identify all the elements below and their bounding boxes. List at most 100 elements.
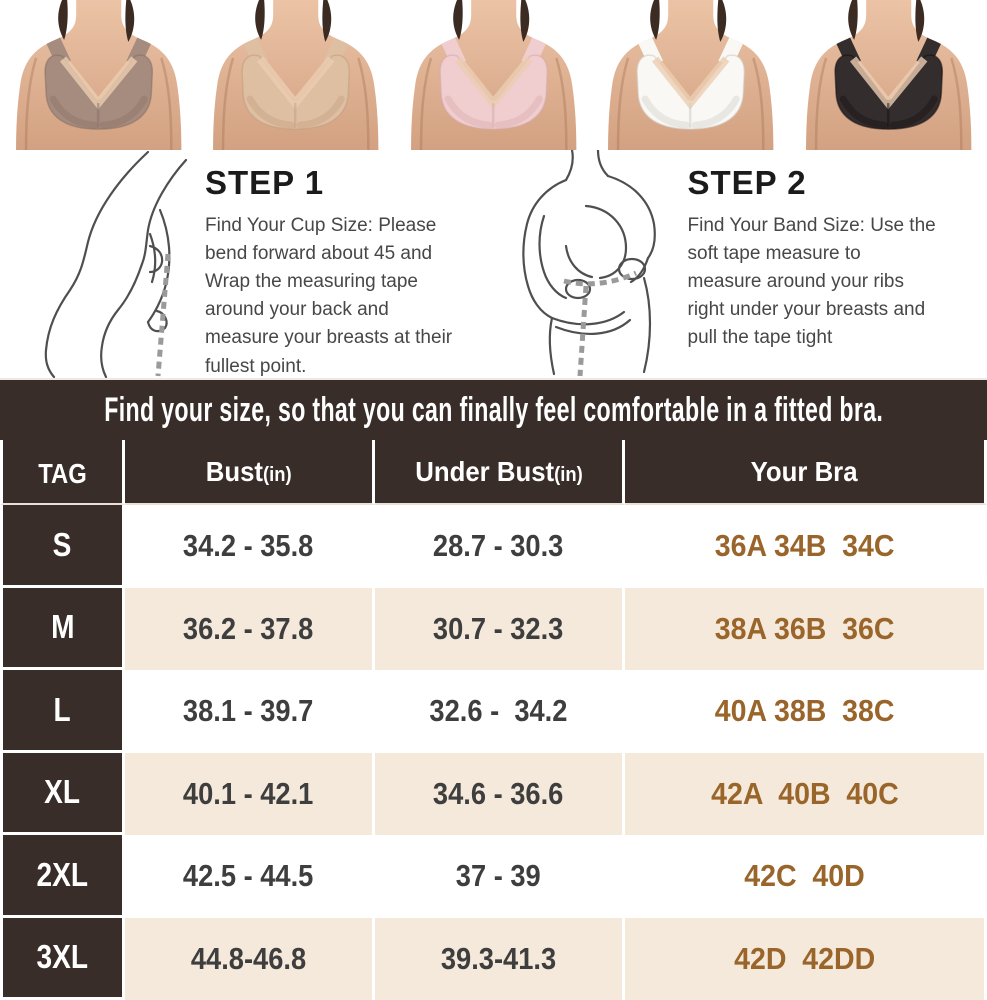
figure-neck-right [596, 150, 609, 178]
bra-model-illustration [805, 0, 971, 150]
cup-shadow-left [641, 95, 690, 129]
tag-cell-m: M [0, 587, 125, 670]
measuring-tape-tail [577, 285, 588, 377]
bust-cell-l: 38.1 - 39.7 [125, 670, 375, 753]
figure-front-line [140, 158, 188, 266]
cup-shadow-left [49, 95, 98, 129]
hair-right [322, 0, 332, 42]
tag-cell-xl: XL [0, 752, 125, 835]
yourbra-cell-l: 40A 38B 38C [625, 670, 987, 753]
arm-contour-right [752, 57, 765, 150]
arm-contour-right [357, 57, 371, 150]
header-tag: TAG [0, 440, 125, 505]
bust-cell-xl: 40.1 - 42.1 [125, 752, 375, 835]
figure-back-line [44, 150, 150, 378]
hair-right [520, 0, 529, 42]
hair-left [650, 0, 660, 40]
cup-shadow-left [247, 95, 296, 129]
arm-contour-right [949, 57, 963, 150]
figure-hand-left [564, 278, 591, 300]
header-under-bust: Under Bust(in) [375, 440, 625, 505]
figure-waist-right [642, 276, 651, 374]
underbust-cell-2xl: 37 - 39 [375, 835, 625, 918]
underbust-cell-3xl: 39.3-41.3 [375, 917, 625, 1000]
figure-forearm-right [629, 256, 649, 284]
figure-neck-left [564, 150, 574, 182]
step-1: STEP 1 Find Your Cup Size: Please bend f… [0, 150, 494, 378]
figure-forearm-top [550, 310, 625, 326]
tag-cell-3xl: 3XL [0, 917, 125, 1000]
product-photo-black [789, 0, 987, 150]
step-1-text: STEP 1 Find Your Cup Size: Please bend f… [205, 150, 457, 378]
hair-left [847, 0, 858, 40]
hair-right [125, 0, 135, 42]
underbust-cell-s: 28.7 - 30.3 [375, 505, 625, 588]
header-your-bra: Your Bra [625, 440, 987, 505]
cup-shadow-left [444, 95, 493, 129]
cup-shadow-left [839, 95, 888, 129]
header-bust: Bust(in) [125, 440, 375, 505]
figure-breast-left [564, 244, 593, 279]
size-banner: Find your size, so that you can finally … [0, 378, 987, 440]
arm-contour-left [222, 57, 235, 150]
figure-belly-line [100, 262, 144, 378]
figure-breast [148, 244, 164, 274]
figure-arm-inner [148, 232, 157, 284]
arm-contour-left [419, 57, 433, 150]
hair-right [915, 0, 924, 42]
tag-cell-2xl: 2XL [0, 835, 125, 918]
size-table: TAG Bust(in) Under Bust(in) Your Bra S 3… [0, 440, 987, 1000]
product-photo-white [592, 0, 790, 150]
bra-model-illustration [410, 0, 577, 150]
arm-contour-right [554, 57, 568, 150]
cup-shadow-right [691, 95, 741, 129]
hair-left [58, 0, 68, 40]
bend-forward-measure-illustration [44, 150, 188, 378]
underbust-measure-illustration [521, 150, 656, 377]
step-2: STEP 2 Find Your Band Size: Use the soft… [494, 150, 987, 378]
step-2-body: Find Your Band Size: Use the soft tape m… [687, 215, 936, 349]
bust-cell-s: 34.2 - 35.8 [125, 505, 375, 588]
step-2-text: STEP 2 Find Your Band Size: Use the soft… [684, 150, 940, 378]
hair-right [717, 0, 727, 42]
underbust-cell-xl: 34.6 - 36.6 [375, 752, 625, 835]
figure-arm-right [606, 174, 656, 260]
underbust-cell-m: 30.7 - 32.3 [375, 587, 625, 670]
figure-arm-left-outer [521, 178, 567, 320]
measuring-tape-band [562, 270, 637, 287]
step-1-title: STEP 1 [205, 164, 325, 201]
bra-model-illustration [16, 0, 182, 150]
yourbra-cell-m: 38A 36B 36C [625, 587, 987, 670]
bra-model-illustration [608, 0, 774, 150]
bust-cell-m: 36.2 - 37.8 [125, 587, 375, 670]
figure-forearm-bottom [554, 318, 631, 335]
tag-cell-s: S [0, 505, 125, 588]
step-1-figure [0, 150, 205, 378]
yourbra-cell-s: 36A 34B 34C [625, 505, 987, 588]
bra-model-illustration [213, 0, 379, 150]
step-2-title: STEP 2 [687, 164, 807, 201]
cup-shadow-right [494, 95, 543, 129]
figure-waist-left [548, 316, 555, 376]
measuring-steps: STEP 1 Find Your Cup Size: Please bend f… [0, 150, 987, 378]
product-photo-mocha [0, 0, 198, 150]
step-2-figure [494, 150, 684, 378]
measuring-tape-vertical [155, 253, 171, 377]
size-banner-text: Find your size, so that you can finally … [104, 390, 883, 429]
product-photo-beige [197, 0, 395, 150]
yourbra-cell-3xl: 42D 42DD [625, 917, 987, 1000]
hair-left [255, 0, 266, 40]
figure-breast-right [584, 204, 627, 280]
cup-shadow-right [99, 95, 148, 129]
bust-cell-2xl: 42.5 - 44.5 [125, 835, 375, 918]
arm-contour-left [617, 57, 630, 150]
product-photos [0, 0, 987, 150]
step-1-body: Find Your Cup Size: Please bend forward … [205, 215, 453, 377]
figure-arm-left-inner [537, 214, 567, 300]
hair-left [453, 0, 463, 40]
cup-shadow-right [889, 95, 938, 129]
arm-contour-left [24, 57, 38, 150]
arm-contour-right [160, 57, 173, 150]
cup-shadow-right [297, 95, 346, 129]
